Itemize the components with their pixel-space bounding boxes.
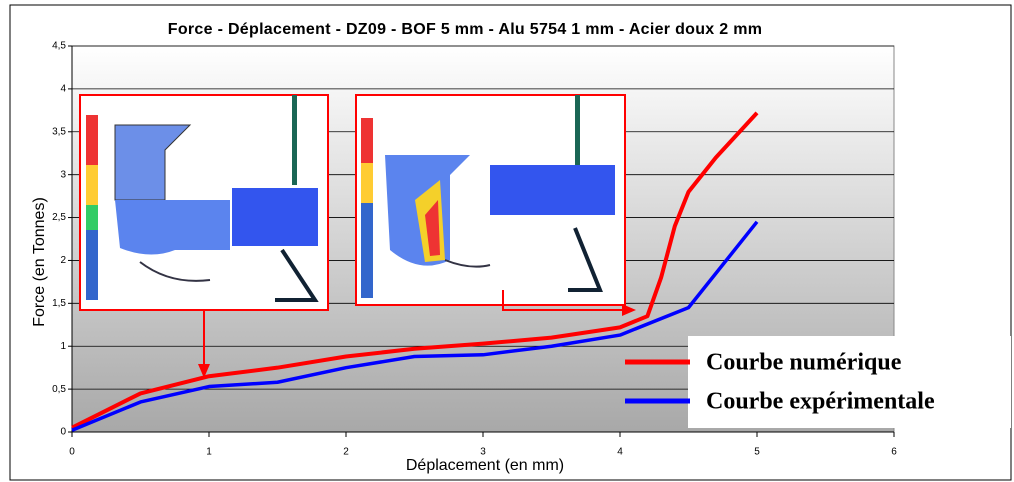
color-scale — [361, 118, 373, 163]
arrow — [198, 364, 210, 378]
legend-box — [688, 336, 1011, 428]
insets — [79, 94, 636, 378]
mesh — [114, 124, 192, 201]
y-axis-label: Force (en Tonnes) — [31, 197, 48, 327]
y-tick-label: 4 — [60, 84, 66, 95]
y-tick-label: 2,5 — [52, 212, 66, 223]
y-tick-label: 2 — [60, 255, 66, 266]
chart-title: Force - Déplacement - DZ09 - BOF 5 mm - … — [167, 21, 763, 38]
x-tick-label: 3 — [480, 447, 486, 458]
x-tick-label: 4 — [617, 447, 623, 458]
y-tick-label: 3 — [60, 169, 66, 180]
tool — [575, 95, 580, 165]
mesh — [232, 188, 318, 246]
color-scale — [86, 205, 98, 230]
tool — [568, 227, 603, 292]
x-tick-label: 1 — [206, 447, 212, 458]
mesh — [425, 200, 440, 256]
die — [444, 259, 491, 268]
y-tick-label: 3,5 — [52, 126, 66, 137]
x-axis-label: Déplacement (en mm) — [406, 457, 564, 474]
legend-label: Courbe expérimentale — [706, 389, 935, 415]
color-scale — [361, 163, 373, 203]
x-tick-label: 5 — [754, 447, 760, 458]
mesh — [490, 165, 615, 215]
die — [139, 261, 211, 282]
color-scale — [86, 115, 98, 165]
series-line — [71, 220, 759, 432]
mesh — [115, 200, 230, 255]
color-scale — [86, 165, 98, 205]
y-tick-label: 4,5 — [52, 41, 66, 52]
y-tick-label: 1 — [60, 341, 66, 352]
arrow — [502, 290, 628, 311]
tool — [292, 95, 297, 185]
y-tick-label: 0 — [60, 427, 66, 438]
x-tick-label: 6 — [891, 447, 897, 458]
series-line — [71, 111, 759, 430]
arrow — [622, 304, 636, 316]
legend-label: Courbe numérique — [706, 350, 902, 376]
x-tick-label: 0 — [69, 447, 75, 458]
x-tick-label: 2 — [343, 447, 349, 458]
y-tick-label: 0,5 — [52, 384, 66, 395]
y-tick-label: 1,5 — [52, 298, 66, 309]
tool — [275, 248, 319, 302]
